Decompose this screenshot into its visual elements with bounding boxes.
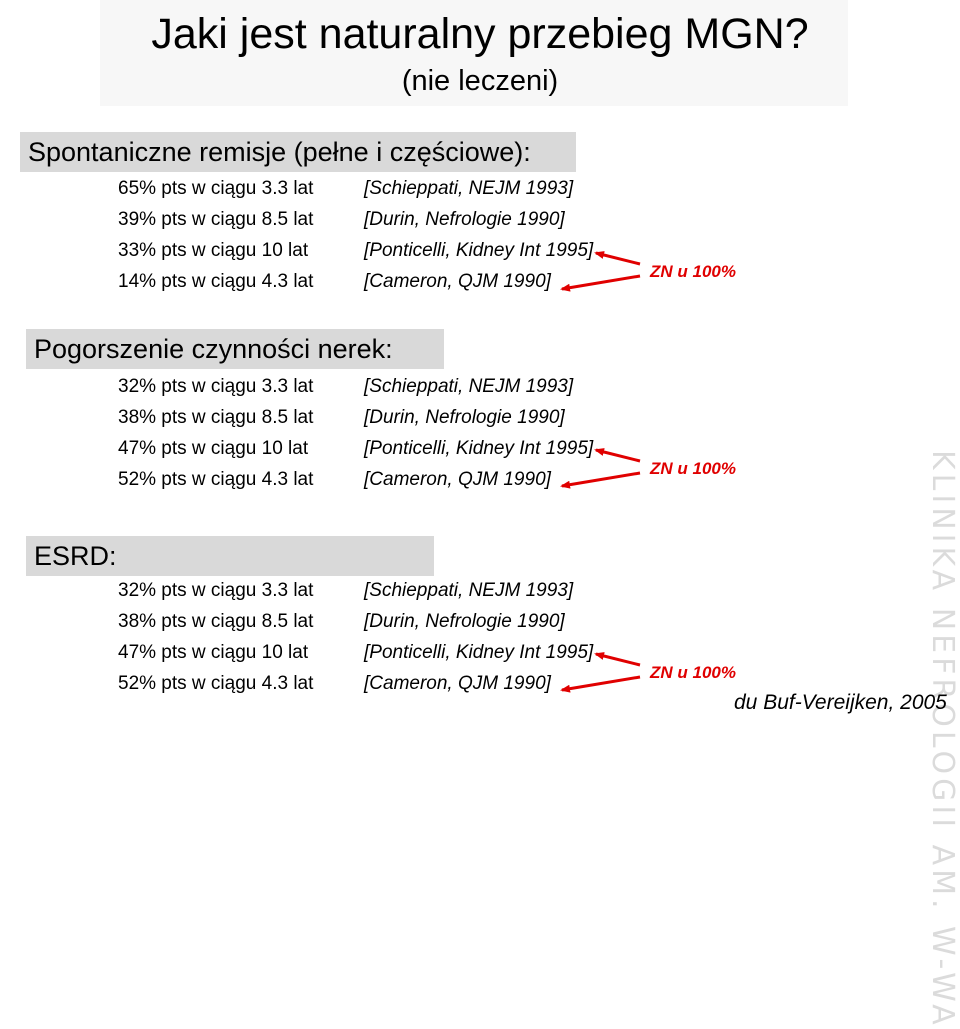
kidney-row-4-ref: [Cameron, QJM 1990] (364, 469, 551, 490)
esrd-note: ZN u 100% (650, 663, 736, 682)
esrd-row-2-ref: [Durin, Nefrologie 1990] (364, 611, 565, 632)
remission-row-3-ref: [Ponticelli, Kidney Int 1995] (364, 240, 594, 261)
remission-row-4-ref: [Cameron, QJM 1990] (364, 271, 551, 292)
remission-arrow-lower (560, 274, 641, 292)
kidney-arrow-lower (560, 471, 641, 489)
kidney-row-1-pts: 32% pts w ciągu 3.3 lat (118, 376, 314, 397)
section-heading-remissions: Spontaniczne remisje (pełne i częściowe)… (20, 132, 576, 172)
esrd-arrow-upper (594, 652, 641, 667)
kidney-row-2-ref: [Durin, Nefrologie 1990] (364, 407, 565, 428)
remission-row-1-ref: [Schieppati, NEJM 1993] (364, 178, 574, 199)
remission-row-1-pts: 65% pts w ciągu 3.3 lat (118, 178, 314, 199)
esrd-row-1-ref: [Schieppati, NEJM 1993] (364, 580, 574, 601)
slide-title: Jaki jest naturalny przebieg MGN? (151, 10, 809, 58)
remission-row-4-pts: 14% pts w ciągu 4.3 lat (118, 271, 314, 292)
esrd-row-3-ref: [Ponticelli, Kidney Int 1995] (364, 642, 594, 663)
slide-subtitle: (nie leczeni) (401, 65, 559, 97)
esrd-row-4-ref: [Cameron, QJM 1990] (364, 673, 551, 694)
section-heading-kidney-function: Pogorszenie czynności nerek: (26, 329, 444, 369)
kidney-row-3-pts: 47% pts w ciągu 10 lat (118, 438, 309, 459)
watermark: KLINIKA NEFROLOGII AM. W-WA (916, 450, 960, 1029)
esrd-arrow-lower (560, 675, 641, 693)
remission-note: ZN u 100% (650, 262, 736, 281)
kidney-row-3-ref: [Ponticelli, Kidney Int 1995] (364, 438, 594, 459)
esrd-row-1-pts: 32% pts w ciągu 3.3 lat (118, 580, 314, 601)
remission-row-2-ref: [Durin, Nefrologie 1990] (364, 209, 565, 230)
kidney-row-4-pts: 52% pts w ciągu 4.3 lat (118, 469, 314, 490)
section-heading-esrd: ESRD: (26, 536, 434, 576)
remission-arrow-upper (594, 251, 641, 266)
watermark-text: KLINIKA NEFROLOGII AM. W-WA (925, 450, 960, 1029)
kidney-note: ZN u 100% (650, 459, 736, 478)
kidney-arrow-upper (594, 448, 641, 463)
kidney-row-1-ref: [Schieppati, NEJM 1993] (364, 376, 574, 397)
source-credit: du Buf-Vereijken, 2005 (734, 691, 947, 714)
remission-row-3-pts: 33% pts w ciągu 10 lat (118, 240, 309, 261)
esrd-row-3-pts: 47% pts w ciągu 10 lat (118, 642, 309, 663)
title-background (100, 0, 848, 106)
esrd-row-4-pts: 52% pts w ciągu 4.3 lat (118, 673, 314, 694)
esrd-row-2-pts: 38% pts w ciągu 8.5 lat (118, 611, 314, 632)
kidney-row-2-pts: 38% pts w ciągu 8.5 lat (118, 407, 314, 428)
remission-row-2-pts: 39% pts w ciągu 8.5 lat (118, 209, 314, 230)
red-arrows (560, 251, 641, 693)
